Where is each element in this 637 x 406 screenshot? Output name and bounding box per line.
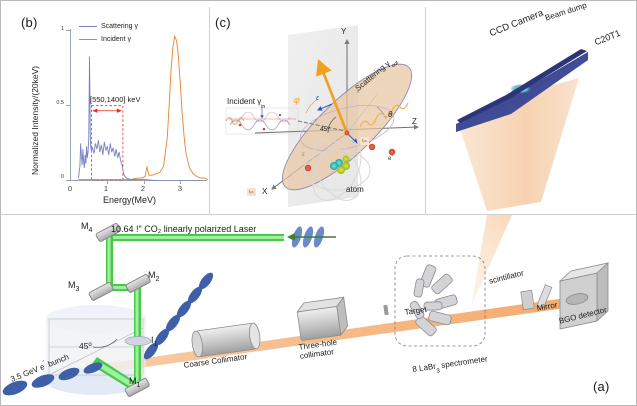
spectrometer-name: 8 LaBr: [411, 361, 437, 374]
mirror-m4-name: M: [81, 221, 89, 231]
plane-tag-left: Iₓₕ: [247, 188, 256, 196]
incident-gamma-label: Incident γin: [227, 91, 265, 110]
incident-gamma-text: Incident γ: [227, 97, 262, 106]
x-tick-2: 2: [140, 184, 146, 193]
atom-text: atom: [346, 185, 364, 194]
incident-gamma-sub: in: [261, 104, 266, 111]
x-axis-label: Energy(MeV): [103, 195, 157, 205]
epsilon-plane-label-bottom: ε: [302, 152, 305, 158]
chart-curves: [77, 34, 208, 181]
roi-rectangle: [90, 105, 124, 181]
electron-label: e-: [388, 153, 393, 162]
x-tickmark-1: [107, 181, 108, 184]
mirror-m4-label: M4: [81, 221, 92, 234]
y-tick-1: 1: [60, 26, 64, 32]
ccd-camera-assembly: [456, 49, 588, 211]
x-tick-3: 3: [177, 184, 183, 193]
legend-swatch-scattering: [79, 26, 97, 27]
y-tickmark-05: [66, 105, 70, 106]
axis-y-label: Y: [341, 27, 347, 36]
mirror-m3-sub: 3: [75, 285, 80, 293]
theta-label: θ: [388, 110, 393, 119]
electron-text: e: [388, 156, 392, 162]
chart-plot-area: [70, 29, 208, 181]
roi-annotation-label: [550,1400] keV: [90, 95, 141, 104]
y-axis-label: Normalized Intensity/(20keV): [30, 65, 40, 175]
mirror-m1-sub: 1: [136, 381, 141, 389]
y-tickmark-1: [66, 30, 70, 31]
angle-45-label-c: 45º: [320, 126, 330, 133]
mirror-m2-label: M2: [148, 270, 159, 283]
x-tickmark-3: [180, 181, 181, 184]
scattering-geometry-diagram: [225, 25, 419, 207]
axis-x-label: X: [262, 187, 268, 196]
spectrometer-tail: spectrometer: [438, 354, 489, 371]
panel-a-label: (a): [593, 379, 610, 394]
plane-tag-right: Iₓₕ: [360, 137, 369, 145]
mirror-m3-label: M3: [68, 280, 79, 293]
setup-schematic: [2, 215, 610, 397]
y-tick-05: 0.5: [56, 100, 64, 106]
mirror-m1-label: M1: [129, 376, 140, 389]
lens-name: I: [151, 335, 154, 345]
lens-label: I1: [151, 335, 157, 348]
mirror-m3-name: M: [68, 280, 76, 290]
y-tickmark-0: [66, 180, 70, 181]
x-tick-0: 0: [67, 184, 73, 193]
panel-c: (c): [209, 7, 426, 214]
x-tick-1: 1: [103, 184, 109, 193]
x-tickmark-2: [144, 181, 145, 184]
mirror-m2-name: M: [148, 270, 156, 280]
laser-label: 10.64 !" CO₂ linearly polarized Laser: [111, 224, 257, 234]
angle-45-label-a: 45º: [79, 341, 92, 351]
mirror-m2-sub: 2: [155, 275, 160, 283]
atom-label: atom: [346, 185, 364, 194]
legend-entry-incident: Incident γ: [79, 36, 131, 43]
phi-label: φ: [294, 95, 300, 105]
panel-a: 10.64 !" CO₂ linearly polarized Laser 3.…: [1, 214, 636, 405]
electron-sup: -: [391, 153, 394, 159]
mirror-m4-sub: 4: [88, 226, 93, 234]
lens-sub: 1: [153, 340, 158, 348]
y-tick-0: 0: [60, 174, 64, 180]
panel-b: (b) Normalized Intensity/(20keV) 0 0.5 1…: [17, 7, 209, 214]
legend-entry-scattering: Scattering γ: [79, 23, 138, 30]
epsilon-plane-label-top: ε: [357, 89, 360, 95]
panel-b-label: (b): [21, 15, 38, 30]
panel-c-label: (c): [215, 15, 231, 30]
legend-swatch-incident: [79, 39, 97, 40]
axis-z-label: Z: [412, 117, 417, 126]
epsilon-vector-label: ε: [316, 95, 320, 102]
legend-label-scattering: Scattering γ: [101, 23, 138, 30]
legend-label-incident: Incident γ: [101, 36, 131, 43]
mirror-m1-name: M: [129, 376, 137, 386]
